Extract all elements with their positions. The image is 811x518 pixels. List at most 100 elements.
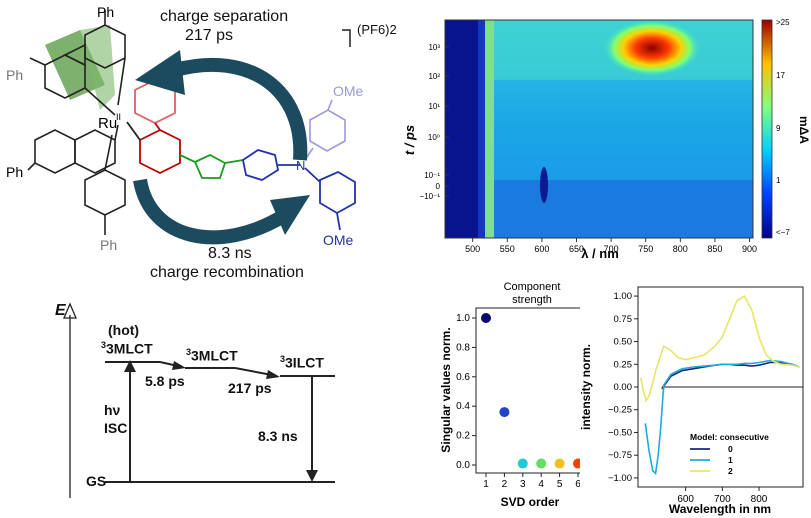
heatmap-xtick-label: 600 xyxy=(534,244,549,254)
heatmap-ytick-label: 10¹ xyxy=(428,102,440,111)
isc-label: ISC xyxy=(104,420,128,436)
das-ytick-label: 1.00 xyxy=(614,291,633,302)
energy-axis-arrowhead xyxy=(63,302,77,319)
heatmap-frame xyxy=(444,19,754,239)
bleach-band-edge xyxy=(478,20,488,238)
das-xtick-label: 800 xyxy=(751,494,768,505)
ilct-label: 33ILCT xyxy=(280,354,324,371)
das-legend-label: 2 xyxy=(728,466,733,476)
energy-diagram xyxy=(63,302,335,498)
phen-ligand-top xyxy=(29,10,126,116)
mlct-label: 33MLCT xyxy=(186,347,238,364)
molecule-scheme: Ph Ph Ph Ph OMe OMe Ru II N xyxy=(6,4,364,253)
svd-title-line2: strength xyxy=(512,294,552,306)
bipyridine-ligand xyxy=(126,78,181,175)
methoxyphenyl-top xyxy=(304,99,346,161)
relaxation-arrowhead-1 xyxy=(172,361,186,370)
das-ytick-label: −0.50 xyxy=(608,427,632,438)
svd-ylabel: Singular values norm. xyxy=(439,327,453,452)
svd-ytick-label: 0.8 xyxy=(456,342,470,353)
ph-label: Ph xyxy=(6,164,23,180)
das-xtick-label: 700 xyxy=(714,494,731,505)
heatmap-ytick-label: 0 xyxy=(436,182,441,191)
heatmap-xtick-label: 500 xyxy=(465,244,480,254)
svd-xtick-label: 3 xyxy=(520,479,526,490)
svd-xtick-label: 5 xyxy=(557,479,563,490)
das-line-chart: 1.00 0.75 0.50 0.25 0.00 −0.25 −0.50 −0.75 −1.00… xyxy=(579,286,804,516)
heatmap-xtick-label: 900 xyxy=(742,244,757,254)
heatmap-ytick-label: 10⁻¹ xyxy=(424,171,440,180)
heatmap-ytick-label: 10⁰ xyxy=(428,133,440,142)
ph-label: Ph xyxy=(97,4,114,20)
heatmap-ytick-label: −10⁻¹ xyxy=(420,192,441,201)
gs-label: GS xyxy=(86,473,107,489)
charge-separation-arrowhead xyxy=(135,50,185,95)
svd-xtick-label: 1 xyxy=(483,479,489,490)
svd-point xyxy=(536,458,547,469)
svd-xtick-label: 6 xyxy=(575,479,580,490)
time-constant-3: 8.3 ns xyxy=(258,428,298,444)
mlct-hot-label: 33MLCT xyxy=(101,340,153,357)
svd-xtick-label: 2 xyxy=(502,479,508,490)
svd-ytick-label: 0.4 xyxy=(456,401,470,412)
svd-point xyxy=(481,313,491,323)
heatmap-xtick-label: 550 xyxy=(500,244,515,254)
charge-recombination-arrowhead xyxy=(270,195,310,235)
charge-recombination-time: 8.3 ns xyxy=(208,245,252,262)
svd-scatter-chart: Component strength 0.0 0.2 0.4 0.6 0.8 1.0 1 2 3… xyxy=(439,281,580,509)
ru-label: Ru xyxy=(98,115,117,132)
ligand-highlight xyxy=(45,30,105,100)
das-ytick-label: 0.00 xyxy=(614,382,633,393)
svd-xtick-label: 4 xyxy=(538,479,544,490)
colorbar-tick-label: <−7 xyxy=(776,228,790,237)
colorbar-tick-label: 1 xyxy=(776,176,781,185)
heatmap-ylabel: t / ps xyxy=(402,125,417,155)
ligand-highlight-2 xyxy=(80,25,115,110)
triazole-ring xyxy=(179,153,244,179)
charge-recombination-arrow xyxy=(133,178,289,245)
das-legend-label: 1 xyxy=(728,455,733,465)
excitation-arrowhead xyxy=(124,360,136,372)
svd-title-line1: Component xyxy=(504,281,561,293)
ome-label: OMe xyxy=(323,232,354,248)
time-constant-2: 217 ps xyxy=(228,380,272,396)
svd-ytick-label: 0.6 xyxy=(456,372,470,383)
heatmap-xtick-label: 750 xyxy=(638,244,653,254)
das-series-line-2 xyxy=(640,294,800,403)
das-series-line-0 xyxy=(661,361,800,390)
das-legend-title: Model: consecutive xyxy=(690,432,769,442)
colorbar xyxy=(761,19,773,239)
das-ytick-label: 0.50 xyxy=(614,337,633,348)
svd-ytick-label: 0.2 xyxy=(456,431,470,442)
heatmap-ytick-label: 10³ xyxy=(428,43,440,52)
heatmap-xlabel: λ / nm xyxy=(581,246,619,261)
das-ytick-label: 0.75 xyxy=(614,314,633,325)
svd-point xyxy=(499,407,510,418)
heatmap-xtick-label: 800 xyxy=(673,244,688,254)
time-constant-1: 5.8 ps xyxy=(145,373,185,389)
ph-label: Ph xyxy=(100,237,117,253)
relaxation-arrowhead-2 xyxy=(266,370,280,379)
transient-absorption-map: 500 550 600 650 700 750 800 850 900 10³ 10² 10¹ 10⁰ 1… xyxy=(402,18,811,261)
hot-label: (hot) xyxy=(108,322,140,338)
das-ytick-label: −0.75 xyxy=(608,450,632,461)
energy-axis-label: E xyxy=(55,302,66,319)
heatmap-ytick-label: 10² xyxy=(428,72,440,81)
charge-separation-time: 217 ps xyxy=(185,27,234,44)
svd-ytick-label: 0.0 xyxy=(456,460,470,471)
svd-xlabel: SVD order xyxy=(501,495,560,509)
colorbar-tick-label: 9 xyxy=(776,124,781,133)
ph-label: Ph xyxy=(6,67,23,83)
heatmap-early-region xyxy=(445,180,753,238)
relaxation-arrow-2 xyxy=(234,367,273,376)
triarylamine-donor xyxy=(241,149,356,231)
svd-point xyxy=(554,458,565,469)
colorbar-tick-label: >25 xyxy=(776,18,790,27)
das-ytick-label: 0.25 xyxy=(614,359,633,370)
svd-ytick-label: 1.0 xyxy=(456,313,470,324)
heatmap-xtick-label: 850 xyxy=(707,244,722,254)
colorbar-label: mΔA xyxy=(797,116,811,144)
heatmap-xtick-label: 650 xyxy=(569,244,584,254)
scatter-gap-band xyxy=(485,20,494,238)
heatmap-xtick-label: 700 xyxy=(604,244,619,254)
